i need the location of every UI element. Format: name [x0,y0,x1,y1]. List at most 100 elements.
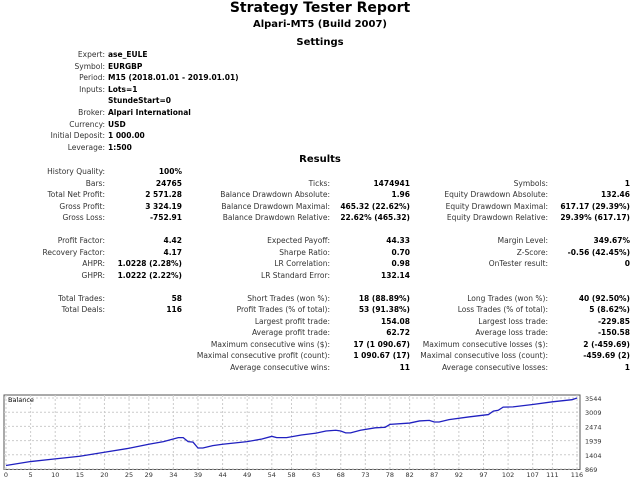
x-tick-label: 78 [386,471,394,479]
result-label: LR Correlation: [274,259,330,268]
x-tick-label: 39 [194,471,202,479]
result-value: 17 (1 090.67) [353,339,410,349]
result-label: Equity Drawdown Absolute: [444,190,548,199]
result-value: 1 [624,362,630,372]
result-label: Margin Level: [497,236,548,245]
x-tick-label: 49 [243,471,251,479]
x-tick-label: 10 [51,471,59,479]
result-label: Equity Drawdown Maximal: [445,201,548,211]
result-label: Equity Drawdown Relative: [446,213,548,222]
result-label: Balance Drawdown Relative: [222,213,330,222]
balance-chart: 0 5 10 15 20 25 29 34 39 44 49 54 58 63 68 73 78 82 87 92 97… [3,394,602,479]
setting-label: Expert: [77,50,105,59]
x-tick-label: 58 [287,471,295,479]
result-value: 53 (91.38%) [358,305,410,314]
result-label: Total Deals: [61,305,105,314]
result-value: 2 571.28 [145,190,182,199]
result-value: 0.98 [391,259,410,268]
x-tick-label: 20 [100,471,108,479]
result-label: Maximal consecutive loss (count): [420,351,548,360]
x-tick-label: 107 [526,471,538,479]
result-value: 4.42 [163,236,182,245]
x-tick-label: 92 [455,471,463,479]
setting-label: Period: [79,73,105,83]
result-label: History Quality: [47,167,105,176]
setting-value: EURGBP [108,61,143,71]
balance-line [5,397,578,467]
setting-label: Leverage: [67,142,105,152]
result-label: Average profit trade: [251,328,330,337]
result-label: Total Trades: [58,293,105,303]
x-tick-label: 34 [169,471,177,479]
setting-label: Symbol: [74,61,105,71]
setting-label: Broker: [78,108,105,117]
setting-label: Currency: [69,119,105,129]
setting-value: Lots=1 [108,84,138,94]
x-tick-label: 0 [4,471,8,479]
result-label: Balance Drawdown Absolute: [220,190,330,199]
y-tick-label: 1939 [585,438,602,446]
y-tick-label: 1404 [585,452,602,460]
result-value: 617.17 (29.39%) [560,201,630,211]
x-tick-label: 25 [125,471,133,479]
x-tick-label: 68 [337,471,345,479]
x-tick-label: 54 [268,471,276,479]
setting-value: StundeStart=0 [108,96,171,106]
result-value: 116 [166,305,182,314]
y-tick-label: 869 [585,466,597,474]
x-tick-label: 111 [546,471,558,479]
setting-label: Initial Deposit: [50,131,105,141]
result-value: 11 [399,362,410,372]
result-value: 0 [624,259,630,268]
result-label: Loss Trades (% of total): [457,305,548,314]
result-label: Profit Factor: [57,236,105,245]
result-value: 349.67% [593,236,630,245]
result-value: -0.56 (42.45%) [567,247,630,257]
result-label: Bars: [85,178,105,188]
result-label: Symbols: [513,178,548,188]
setting-label: Inputs: [79,84,105,94]
result-label: Expected Payoff: [267,236,330,245]
result-value: -752.91 [149,213,182,222]
result-label: Z-Score: [516,247,548,257]
result-label: Largest loss trade: [478,316,548,326]
report-subtitle: Alpari-MT5 (Build 2007) [252,19,387,30]
result-label: Maximum consecutive wins ($): [210,339,330,349]
result-value: 1.96 [391,190,410,199]
x-tick-label: 116 [571,471,583,479]
setting-value: Alpari International [108,108,191,117]
result-value: 62.72 [386,328,410,337]
result-label: Profit Trades (% of total): [236,305,330,314]
setting-value: ase_EULE [108,50,148,59]
result-label: OnTester result: [488,259,548,268]
result-label: Average loss trade: [475,328,548,337]
result-label: Average consecutive losses: [441,362,548,372]
result-value: 2 (-459.69) [583,339,630,349]
result-label: Largest profit trade: [254,316,330,326]
result-value: -150.58 [597,328,630,337]
result-value: -229.85 [597,316,630,326]
x-tick-label: 82 [405,471,413,479]
result-value: 0.70 [391,247,410,257]
report-title: Strategy Tester Report [229,0,411,16]
x-tick-label: 63 [312,471,320,479]
result-value: 465.32 (22.62%) [340,201,410,211]
settings-heading: Settings [296,37,344,48]
result-label: Total Net Profit: [47,190,105,199]
x-tick-label: 15 [76,471,84,479]
result-value: 1474941 [373,178,410,188]
result-value: 44.33 [386,236,410,245]
result-label: Long Trades (won %): [467,293,548,303]
y-tick-label: 2474 [585,423,602,431]
result-value: 29.39% (617.17) [560,213,630,222]
x-tick-label: 87 [430,471,438,479]
result-value: 22.62% (465.32) [340,213,410,222]
result-value: 132.14 [381,270,410,280]
setting-value: 1 000.00 [108,131,145,141]
result-label: Ticks: [308,178,330,188]
result-value: 4.17 [163,247,182,257]
setting-value: 1:500 [108,142,132,152]
x-tick-label: 102 [502,471,514,479]
result-value: 58 [171,293,182,303]
result-label: Gross Loss: [62,213,106,222]
